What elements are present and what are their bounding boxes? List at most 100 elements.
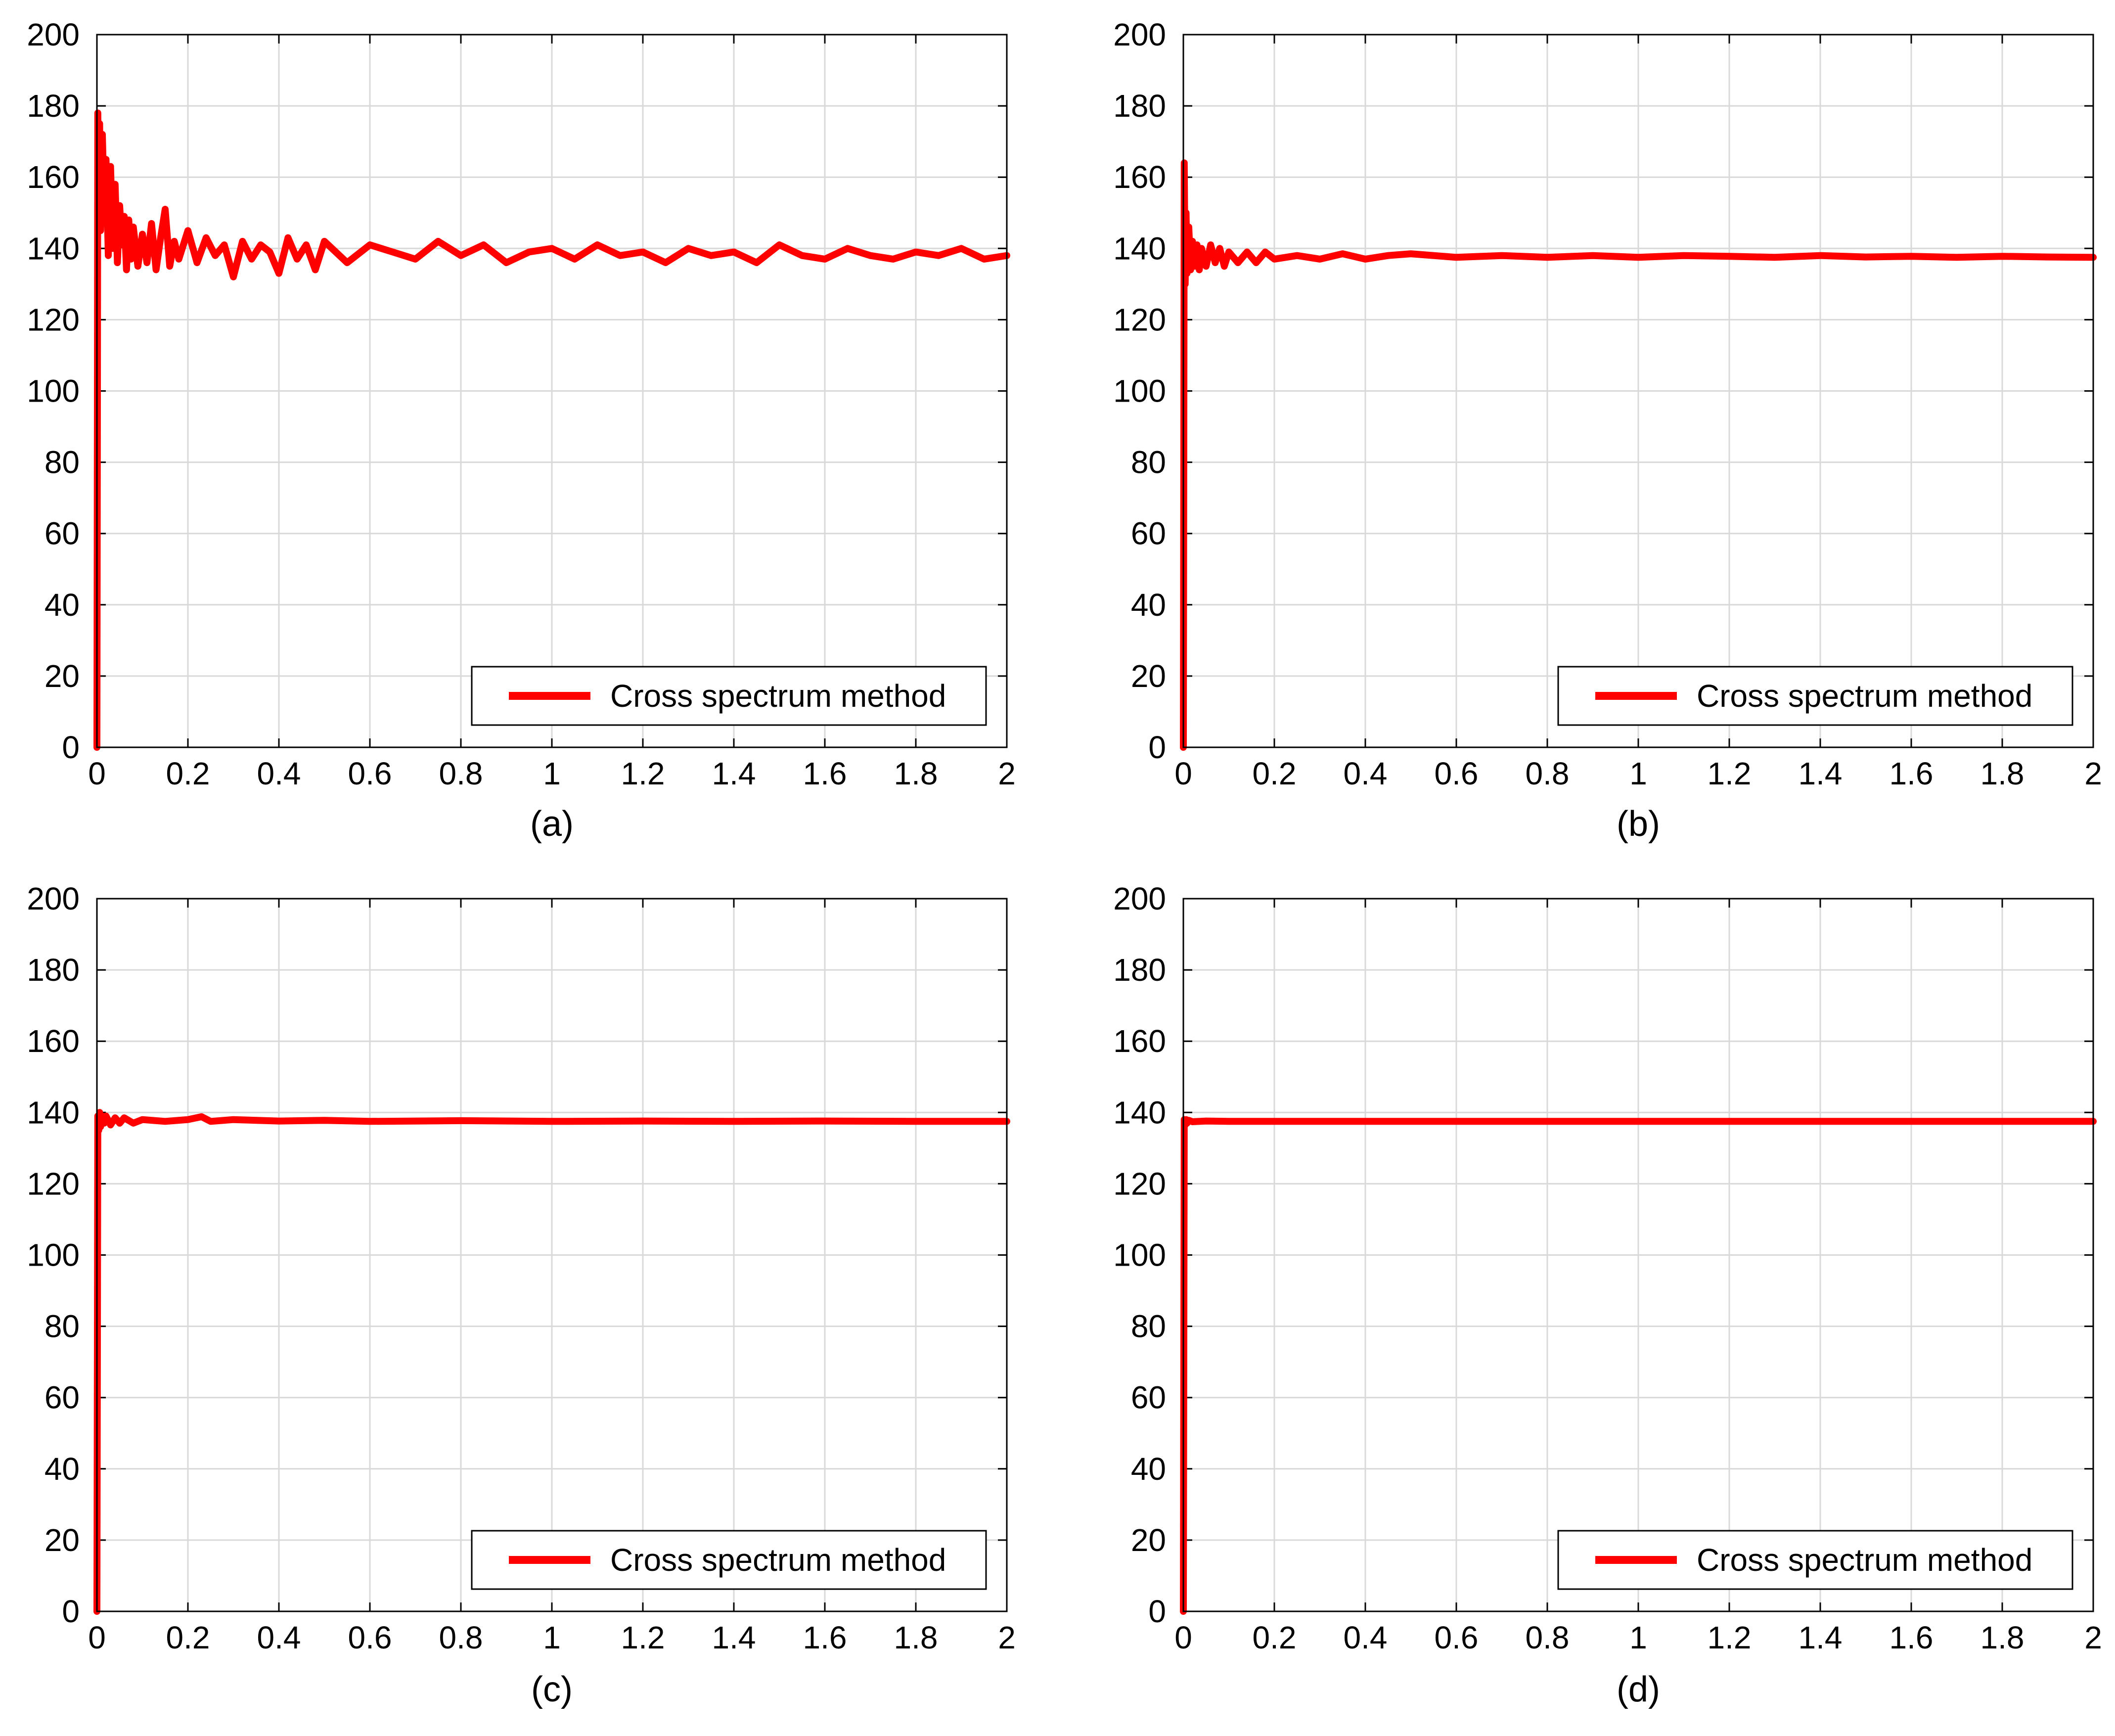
- y-tick-label: 20: [45, 658, 80, 694]
- y-tick-label: 0: [62, 1594, 80, 1629]
- y-tick-label: 180: [27, 88, 80, 124]
- x-tick-label: 1.8: [894, 1620, 938, 1655]
- y-tick-label: 20: [45, 1522, 80, 1558]
- y-tick-label: 200: [27, 881, 80, 916]
- y-tick-label: 160: [1113, 159, 1166, 195]
- x-tick-label: 0.4: [1344, 1620, 1388, 1655]
- x-tick-label: 1: [1629, 756, 1647, 791]
- y-tick-label: 100: [1113, 373, 1166, 409]
- series-line: [1180, 1116, 2097, 1615]
- y-tick-label: 100: [27, 373, 80, 409]
- y-tick-label: 80: [45, 1309, 80, 1344]
- y-tick-label: 140: [27, 1095, 80, 1130]
- x-tick-label: 1.4: [1799, 756, 1843, 791]
- y-tick-label: 180: [1113, 88, 1166, 124]
- y-tick-label: 180: [27, 952, 80, 988]
- axes-frame: [96, 34, 1008, 748]
- x-tick-label: 2: [998, 1620, 1016, 1655]
- x-tick-label: 1.6: [1890, 1620, 1934, 1655]
- axes-frame: [1182, 34, 2094, 748]
- legend-box: [1557, 1530, 2073, 1590]
- y-tick-label: 160: [27, 1023, 80, 1059]
- y-tick-label: 20: [1131, 1522, 1166, 1558]
- x-tick-label: 1: [543, 756, 561, 791]
- legend: Cross spectrum method: [1557, 666, 2073, 726]
- x-tick-label: 1.8: [894, 756, 938, 791]
- chart-panel-c: 0 0.2 0.4 0.6 0.8 1 1.2 1.4 1.6 1.8 20204060801001…: [27, 881, 1016, 1709]
- x-tick-label: 0: [1174, 1620, 1192, 1655]
- x-tick-label: 0.2: [166, 756, 210, 791]
- x-tick-label: 0: [88, 1620, 106, 1655]
- y-tick-label: 80: [1131, 445, 1166, 480]
- x-tick-label: 1.2: [621, 1620, 665, 1655]
- x-tick-label: 0.8: [1526, 756, 1570, 791]
- y-tick-label: 120: [1113, 302, 1166, 337]
- x-tick-label: 0: [88, 756, 106, 791]
- x-tick-label: 2: [2084, 756, 2102, 791]
- legend-label: Cross spectrum method: [610, 1542, 946, 1578]
- x-tick-label: 0.6: [348, 1620, 392, 1655]
- y-tick-label: 200: [1113, 17, 1166, 52]
- x-tick-label: 0.2: [1253, 756, 1297, 791]
- x-tick-label: 1.4: [712, 1620, 756, 1655]
- y-tick-label: 40: [1131, 587, 1166, 623]
- y-tick-label: 160: [27, 159, 80, 195]
- axes-frame: [1182, 898, 2094, 1612]
- panel-caption: (d): [1617, 1670, 1660, 1709]
- x-tick-label: 1: [543, 1620, 561, 1655]
- series-line: [1180, 159, 2097, 751]
- y-tick-label: 140: [1113, 1095, 1166, 1130]
- y-tick-label: 40: [45, 587, 80, 623]
- x-tick-label: 1.6: [803, 1620, 847, 1655]
- y-tick-label: 100: [1113, 1237, 1166, 1273]
- x-tick-label: 0.2: [1253, 1620, 1297, 1655]
- x-tick-label: 0.4: [1344, 756, 1388, 791]
- chart-panel-a: 0 0.2 0.4 0.6 0.8 1 1.2 1.4 1.6 1.8 20204060801001…: [27, 17, 1016, 844]
- panel-caption: (c): [531, 1670, 573, 1709]
- y-tick-label: 100: [27, 1237, 80, 1273]
- x-tick-label: 0.8: [439, 756, 483, 791]
- y-tick-label: 200: [27, 17, 80, 52]
- y-tick-label: 40: [1131, 1451, 1166, 1487]
- panel-caption: (a): [530, 804, 574, 844]
- legend: Cross spectrum method: [1557, 1530, 2073, 1590]
- x-tick-label: 0.6: [348, 756, 392, 791]
- x-tick-label: 0.6: [1435, 756, 1479, 791]
- y-tick-label: 80: [1131, 1309, 1166, 1344]
- y-tick-label: 60: [45, 1380, 80, 1416]
- y-tick-label: 60: [1131, 1380, 1166, 1416]
- y-tick-label: 120: [1113, 1166, 1166, 1201]
- x-tick-label: 0.4: [257, 756, 301, 791]
- x-tick-label: 1.6: [1890, 756, 1934, 791]
- x-tick-label: 1.4: [712, 756, 756, 791]
- chart-panel-d: 0 0.2 0.4 0.6 0.8 1 1.2 1.4 1.6 1.8 20204060801001…: [1113, 881, 2102, 1709]
- panel-caption: (b): [1617, 804, 1660, 844]
- y-tick-label: 0: [1148, 1594, 1166, 1629]
- x-tick-label: 1.2: [621, 756, 665, 791]
- x-tick-label: 1: [1629, 1620, 1647, 1655]
- y-tick-label: 140: [27, 230, 80, 266]
- x-tick-label: 2: [2084, 1620, 2102, 1655]
- y-tick-label: 180: [1113, 952, 1166, 988]
- x-tick-label: 1.8: [1980, 1620, 2025, 1655]
- x-tick-label: 1.2: [1708, 756, 1752, 791]
- legend: Cross spectrum method: [471, 1530, 987, 1590]
- x-tick-label: 1.6: [803, 756, 847, 791]
- legend-label: Cross spectrum method: [1697, 678, 2032, 714]
- y-tick-label: 200: [1113, 881, 1166, 916]
- y-tick-label: 0: [1148, 730, 1166, 765]
- x-tick-label: 0.2: [166, 1620, 210, 1655]
- x-tick-label: 2: [998, 756, 1016, 791]
- legend-label: Cross spectrum method: [1697, 1542, 2032, 1578]
- x-tick-label: 0.8: [439, 1620, 483, 1655]
- legend-label: Cross spectrum method: [610, 678, 946, 714]
- series-line: [93, 109, 1010, 751]
- chart-panel-b: 0 0.2 0.4 0.6 0.8 1 1.2 1.4 1.6 1.8 20204060801001…: [1113, 17, 2102, 844]
- legend: Cross spectrum method: [471, 666, 987, 726]
- y-tick-label: 60: [1131, 516, 1166, 551]
- x-tick-label: 1.2: [1708, 1620, 1752, 1655]
- x-tick-label: 0.6: [1435, 1620, 1479, 1655]
- series-line: [93, 1109, 1010, 1615]
- y-tick-label: 120: [27, 1166, 80, 1201]
